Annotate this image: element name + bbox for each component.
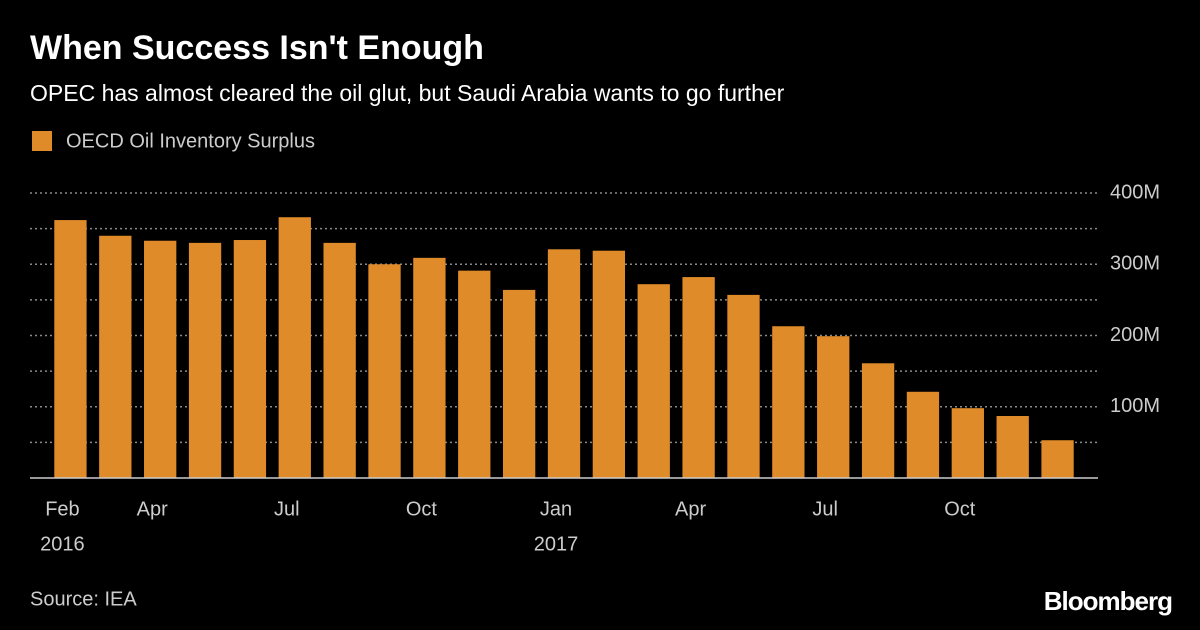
bar (413, 257, 446, 478)
chart-subtitle: OPEC has almost cleared the oil glut, bu… (30, 80, 785, 106)
x-year-label: 2016 (40, 533, 85, 555)
bar (772, 326, 805, 478)
chart-title: When Success Isn't Enough (30, 29, 484, 67)
x-tick-label: Oct (944, 498, 976, 520)
bar (1041, 440, 1074, 478)
brand-logo: Bloomberg (1044, 586, 1172, 616)
bar (144, 240, 177, 478)
x-tick-label: Jan (540, 498, 572, 520)
source: Source: IEA (30, 588, 137, 610)
bar (637, 284, 670, 478)
x-tick-label: Apr (675, 498, 706, 520)
bar (727, 294, 760, 478)
bar (682, 277, 715, 478)
bar (951, 408, 984, 478)
x-tick-label: Oct (406, 498, 438, 520)
bar (188, 242, 222, 478)
y-tick-label: 200M (1110, 324, 1160, 346)
bar (906, 391, 940, 478)
x-tick-label: Feb (45, 498, 79, 520)
bar (368, 264, 401, 478)
bar (592, 250, 626, 478)
y-tick-label: 400M (1110, 181, 1160, 203)
bar (817, 336, 850, 478)
bar (278, 217, 311, 478)
legend-label: OECD Oil Inventory Surplus (66, 130, 315, 152)
bar (502, 289, 536, 478)
y-tick-label: 300M (1110, 253, 1160, 275)
x-tick-label: Apr (137, 498, 168, 520)
bar (458, 270, 491, 478)
bar (54, 220, 87, 478)
bar (861, 363, 895, 478)
x-tick-label: Jul (274, 498, 300, 520)
legend-swatch (32, 131, 52, 151)
bar (323, 242, 356, 478)
bar (233, 240, 267, 478)
bar (996, 416, 1029, 478)
bar (547, 249, 581, 478)
bar (99, 235, 132, 478)
y-tick-label: 100M (1110, 395, 1160, 417)
x-tick-label: Jul (812, 498, 838, 520)
x-year-label: 2017 (534, 533, 579, 555)
